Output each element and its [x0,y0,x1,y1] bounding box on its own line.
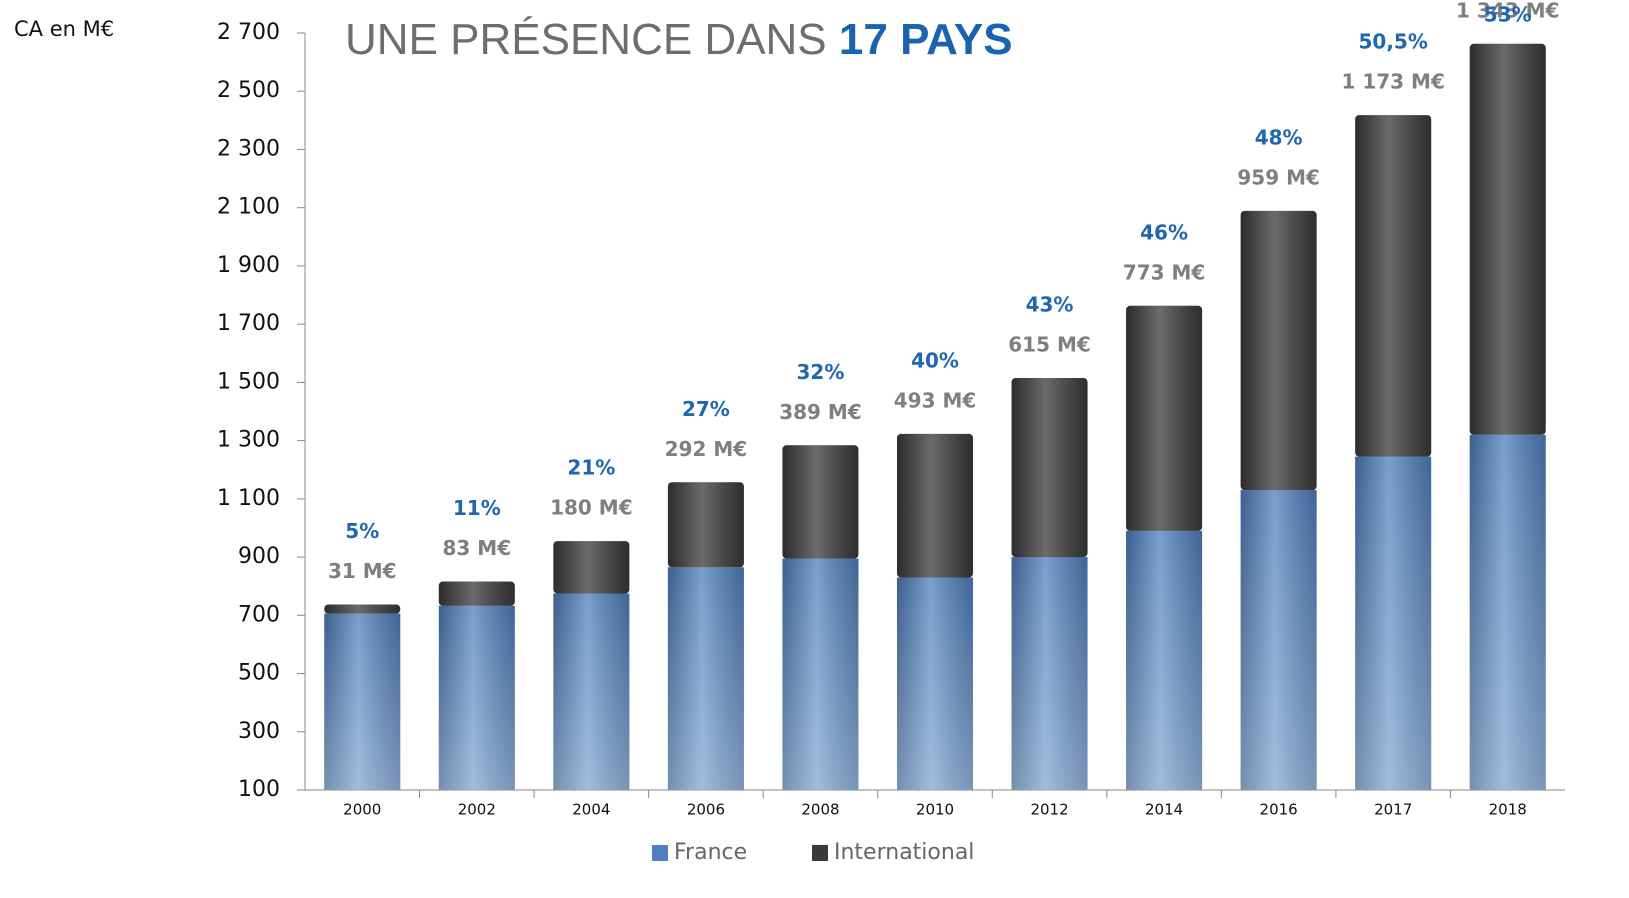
y-tick-label: 1 500 [217,369,280,394]
x-tick-label: 2014 [1145,801,1183,819]
share-label: 5% [345,519,379,543]
y-tick-label: 1 900 [217,253,280,278]
y-tick-label: 100 [238,777,280,802]
y-tick-label: 1 100 [217,486,280,511]
bar-shine [667,482,744,568]
bar-shine [782,445,859,559]
y-tick-label: 2 700 [217,20,280,45]
value-label: 773 M€ [1123,260,1206,284]
y-tick-label: 700 [238,602,280,627]
title-text: UNE PRÉSENCE DANS [345,15,827,64]
title-highlight: 17 PAYS [839,15,1013,64]
x-tick-label: 2002 [458,801,496,819]
value-label: 615 M€ [1008,333,1091,357]
bar-shine [438,581,515,606]
bar-fade [438,605,515,790]
y-tick-label: 500 [238,661,280,686]
bar-fade [553,593,630,790]
x-tick-label: 2018 [1489,801,1527,819]
share-label: 27% [682,397,730,421]
bar-fade [1240,490,1317,790]
legend-swatch [812,845,828,861]
share-label: 40% [911,348,959,372]
bar-shine [1355,115,1432,457]
bar-fade [1011,557,1088,790]
y-tick-label: 1 700 [217,311,280,336]
bar-fade [897,577,973,790]
bar-fade [324,613,401,790]
bar-shine [1126,305,1203,531]
share-label: 50,5% [1358,30,1427,54]
legend-label: International [834,840,974,865]
bar-fade [782,558,859,790]
share-label: 21% [567,456,615,480]
x-tick-label: 2006 [687,801,725,819]
bar-shine [324,604,401,614]
bar-fade [1355,456,1432,790]
share-label: 11% [453,496,501,520]
x-tick-label: 2012 [1030,801,1068,819]
share-label: 53% [1484,3,1532,27]
y-axis-label: CA en M€ [14,17,114,41]
bar-shine [1011,378,1088,558]
y-tick-label: 900 [238,544,280,569]
legend-swatch [652,845,668,861]
y-tick-label: 2 100 [217,195,280,220]
y-tick-label: 1 300 [217,428,280,453]
value-label: 959 M€ [1237,165,1320,189]
share-label: 32% [797,360,845,384]
bar-shine [553,541,630,594]
value-label: 83 M€ [443,536,512,560]
x-tick-label: 2000 [343,801,381,819]
x-tick-label: 2017 [1374,801,1412,819]
bar-shine [1240,210,1317,491]
bar-shine [1469,43,1546,435]
legend-label: France [674,840,747,865]
bar-fade [1126,530,1203,790]
bar-fade [667,567,744,790]
value-label: 493 M€ [894,388,977,412]
bar-shine [897,433,973,578]
value-label: 389 M€ [779,400,862,424]
share-label: 43% [1026,293,1074,317]
bar-fade [1469,434,1546,790]
y-tick-label: 2 300 [217,136,280,161]
value-label: 180 M€ [550,496,633,520]
x-tick-label: 2004 [572,801,610,819]
chart-title: UNE PRÉSENCE DANS 17 PAYS [345,15,1013,64]
value-label: 1 343 M€ [1456,0,1559,22]
share-label: 46% [1140,220,1188,244]
x-tick-label: 2016 [1260,801,1298,819]
value-label: 292 M€ [665,437,748,461]
x-tick-label: 2010 [916,801,954,819]
value-label: 31 M€ [328,559,397,583]
value-label: 1 173 M€ [1341,70,1444,94]
y-tick-label: 2 500 [217,78,280,103]
x-tick-label: 2008 [801,801,839,819]
y-tick-label: 300 [238,719,280,744]
share-label: 48% [1255,125,1303,149]
